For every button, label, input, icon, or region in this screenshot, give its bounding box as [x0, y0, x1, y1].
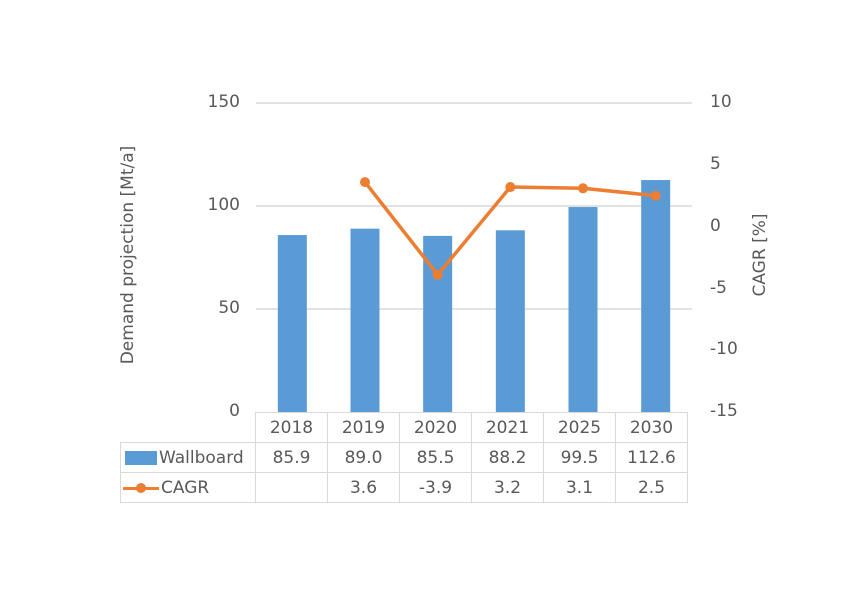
y-tick-right: -5: [710, 278, 727, 298]
bar: [350, 228, 380, 412]
y-tick-right: -15: [710, 401, 738, 421]
bar: [568, 207, 598, 412]
line-marker: [360, 177, 370, 188]
table-cell: [255, 472, 328, 503]
line-marker: [505, 182, 516, 193]
y-tick-left: 50: [218, 298, 240, 318]
y-tick-left: 0: [229, 401, 240, 421]
table-cell: 85.5: [399, 442, 472, 473]
category-label: 2019: [327, 412, 400, 443]
table-row-wallboard: Wallboard 85.9 89.0 85.5 88.2 99.5 112.6: [120, 442, 688, 473]
category-label: 2018: [255, 412, 328, 443]
cagr-line: [360, 177, 661, 280]
bar: [641, 180, 671, 412]
table-row-cagr: CAGR 3.6 -3.9 3.2 3.1 2.5: [120, 472, 688, 503]
table-cell: 2.5: [615, 472, 688, 503]
table-cell: 89.0: [327, 442, 400, 473]
legend-label: Wallboard: [159, 447, 244, 468]
y-tick-right: 5: [710, 154, 721, 174]
table-cell: 99.5: [543, 442, 616, 473]
category-label: 2030: [615, 412, 688, 443]
line-marker: [578, 183, 588, 194]
table-cell: 3.2: [471, 472, 544, 503]
table-cell: 88.2: [471, 442, 544, 473]
legend-key-line-marker-icon: [123, 481, 159, 495]
legend-key-bar-icon: [125, 450, 157, 465]
table-cell: 3.1: [543, 472, 616, 503]
table-cell: 85.9: [255, 442, 328, 473]
y-tick-left: 150: [207, 92, 240, 112]
bar: [495, 230, 525, 412]
bar: [277, 235, 307, 412]
wallboard-bars: [277, 180, 671, 412]
table-cell: -3.9: [399, 472, 472, 503]
line-marker: [650, 190, 661, 201]
line-marker: [432, 269, 443, 280]
category-label: 2025: [543, 412, 616, 443]
y-tick-right: 10: [710, 92, 732, 112]
y-tick-right: -10: [710, 339, 738, 359]
y-tick-left: 100: [207, 195, 240, 215]
gridlines: [256, 102, 692, 310]
table-cell: 112.6: [615, 442, 688, 473]
category-label: 2021: [471, 412, 544, 443]
data-table: 2018 2019 2020 2021 2025 2030 Wallboard …: [120, 412, 688, 503]
table-cell: 3.6: [327, 472, 400, 503]
legend-label: CAGR: [161, 477, 210, 498]
y-tick-right: 0: [710, 216, 721, 236]
category-label: 2020: [399, 412, 472, 443]
table-header-row: 2018 2019 2020 2021 2025 2030: [120, 412, 688, 443]
